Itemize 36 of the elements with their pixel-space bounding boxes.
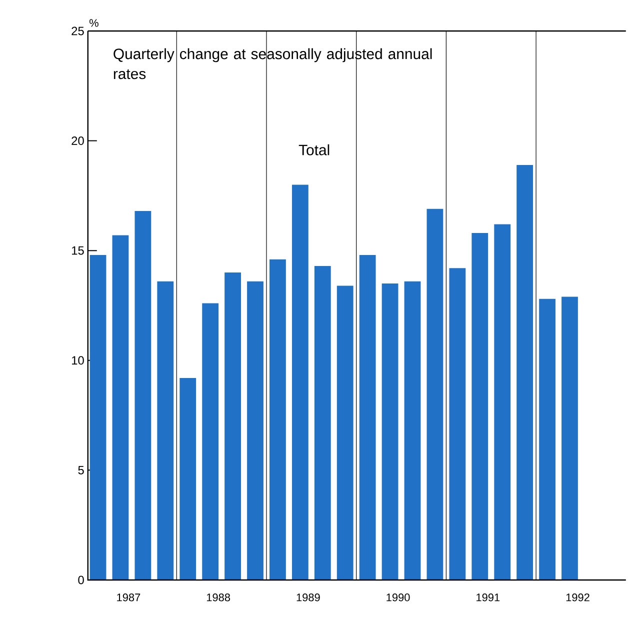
y-axis-title: % bbox=[89, 19, 98, 27]
x-tick-label: 1988 bbox=[206, 594, 230, 602]
bar bbox=[292, 184, 308, 580]
y-tick-label: 20 bbox=[72, 136, 84, 146]
bar bbox=[494, 224, 511, 580]
text: Total bbox=[298, 144, 330, 156]
bar bbox=[180, 378, 196, 580]
bar bbox=[539, 298, 556, 580]
bar bbox=[247, 281, 264, 580]
x-tick-label: 1992 bbox=[566, 594, 590, 602]
y-tick-label: 25 bbox=[72, 26, 84, 36]
bar bbox=[472, 233, 488, 580]
bar bbox=[112, 235, 129, 580]
x-tick-label: 1987 bbox=[117, 594, 140, 602]
bar bbox=[336, 286, 354, 580]
bar bbox=[134, 211, 152, 580]
x-tick-label: 1990 bbox=[386, 594, 410, 602]
bar bbox=[224, 272, 241, 580]
bar bbox=[359, 254, 376, 580]
bar bbox=[404, 281, 421, 580]
y-tick-label: 0 bbox=[78, 576, 84, 584]
bar bbox=[382, 284, 398, 580]
bar bbox=[562, 296, 578, 580]
y-tick-label: 15 bbox=[72, 246, 84, 255]
x-tick-label: 1991 bbox=[476, 594, 500, 602]
bar bbox=[516, 164, 534, 580]
bar bbox=[157, 281, 174, 580]
bar bbox=[426, 208, 444, 580]
bar bbox=[314, 266, 331, 580]
y-tick-label: 10 bbox=[72, 356, 84, 365]
bar bbox=[202, 303, 219, 580]
bar bbox=[90, 254, 106, 580]
bar bbox=[449, 268, 466, 580]
bar bbox=[270, 259, 286, 580]
y-tick-label: 5 bbox=[78, 466, 84, 474]
x-tick-label: 1989 bbox=[296, 594, 320, 602]
